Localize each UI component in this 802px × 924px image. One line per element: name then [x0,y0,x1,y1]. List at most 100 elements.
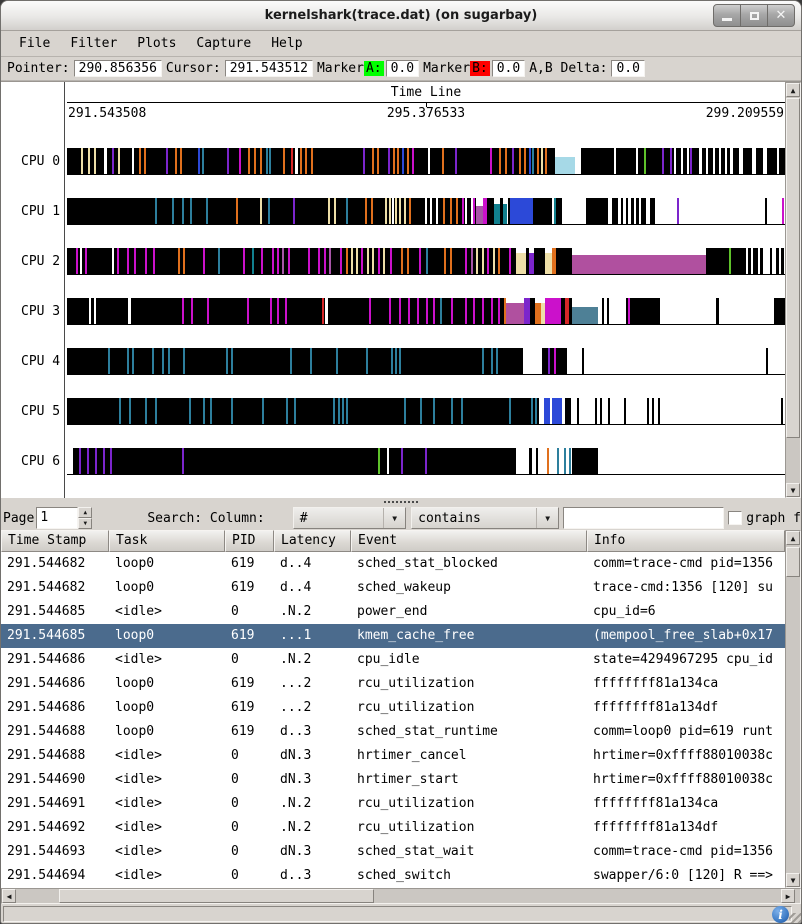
column-header-pid[interactable]: PID [225,530,274,552]
cpu-trace-row[interactable] [67,148,785,175]
maximize-button[interactable] [740,4,768,27]
trace-event-tick [449,198,452,224]
column-header-task[interactable]: Task [109,530,225,552]
cpu-trace-row[interactable] [67,398,785,425]
column-header-event[interactable]: Event [351,530,587,552]
scroll-up-arrow-icon[interactable]: ▲ [786,83,800,97]
cell-info: swapper/6:0 [120] R ==> [593,868,774,883]
table-row[interactable]: 291.544688 <idle> 0 dN.3 hrtimer_cancel hrtim… [1,744,785,768]
table-row[interactable]: 291.544692 <idle> 0 .N.2 rcu_utilization ffff… [1,816,785,840]
trace-gap [428,148,431,174]
trace-segment [781,248,784,274]
timeline-graph[interactable]: Time Line 295.376533 291.543508 299.2095… [67,82,785,498]
trace-gap [128,298,131,324]
trace-segment [529,253,534,274]
trace-gap [131,148,135,174]
operator-select[interactable]: contains ▼ [411,507,560,529]
trace-segment [624,398,627,424]
menu-filter[interactable]: Filter [70,36,118,51]
table-row[interactable]: 291.544682 loop0 619 d..4 sched_stat_blocked… [1,552,785,576]
table-row[interactable]: 291.544691 <idle> 0 .N.2 rcu_utilization ffff… [1,792,785,816]
table-row[interactable]: 291.544685 <idle> 0 .N.2 power_end cpu_id=6 [1,600,785,624]
column-header-latency[interactable]: Latency [274,530,351,552]
titlebar[interactable]: kernelshark(trace.dat) (on sugarbay) ✕ [1,1,801,31]
trace-segment [564,398,572,424]
scroll-right-arrow-icon[interactable]: ▶ [781,889,795,903]
table-row[interactable]: 291.544685 loop0 619 ...1 kmem_cache_free (me… [1,624,785,648]
column-header-info[interactable]: Info [587,530,785,552]
scroll-left-arrow-icon[interactable]: ◀ [2,889,16,903]
cpu-trace-row[interactable] [67,248,785,275]
table-row[interactable]: 291.544686 loop0 619 ...2 rcu_utilization fff… [1,696,785,720]
marker-a-badge[interactable]: A: [363,61,384,76]
trace-event-tick [628,298,631,324]
cpu-trace-row[interactable] [67,198,785,225]
table-row[interactable]: 291.544682 loop0 619 d..4 sched_wakeup trace-… [1,576,785,600]
close-icon: ✕ [775,8,787,23]
trace-segment [535,303,541,324]
graph-vscrollbar[interactable]: ▲ ▼ [785,82,801,498]
cell-ts: 291.544682 [7,580,86,595]
table-row[interactable]: 291.544690 <idle> 0 dN.3 hrtimer_start hrtime… [1,768,785,792]
trace-segment [67,198,477,224]
marker-b-badge[interactable]: B: [470,61,490,76]
menu-capture[interactable]: Capture [196,36,252,51]
trace-segment [525,248,530,274]
search-column-label: Search: Column: [147,510,265,526]
cpu-trace-row[interactable] [67,348,785,375]
table-vscroll-thumb[interactable] [786,547,800,577]
table-hscrollbar[interactable]: ◀ ▶ [1,888,801,904]
menu-help[interactable]: Help [271,36,303,51]
trace-event-tick [203,248,206,274]
trace-event-tick [382,248,385,274]
table-row[interactable]: 291.544694 <idle> 0 d..3 sched_switch swapper… [1,864,785,888]
graph-vscroll-thumb[interactable] [786,98,800,438]
trace-event-tick [454,148,457,174]
pane-splitter[interactable] [1,498,801,506]
minimize-button[interactable] [713,4,741,27]
close-button[interactable]: ✕ [767,4,795,27]
page-input[interactable]: 1 [36,507,79,529]
scroll-down-arrow-icon[interactable]: ▼ [786,483,800,497]
trace-segment [476,206,483,224]
info-icon[interactable]: i [772,906,789,923]
trace-event-tick [497,298,500,324]
cpu-label: CPU 2 [21,254,61,269]
column-select[interactable]: # ▼ [292,507,407,529]
table-row[interactable]: 291.544686 loop0 619 ...2 rcu_utilization fff… [1,672,785,696]
page-up-arrow-icon[interactable]: ▲ [78,507,93,518]
trace-event-tick [385,198,388,224]
cell-event: rcu_utilization [357,820,475,835]
table-row[interactable]: 291.544688 loop0 619 d..3 sched_stat_runtime… [1,720,785,744]
cell-pid: 0 [231,820,239,835]
trace-event-tick [282,248,285,274]
resize-grip[interactable] [789,913,801,923]
menu-file[interactable]: File [19,36,51,51]
cell-task: loop0 [115,556,155,571]
cell-lat: dN.3 [280,844,312,859]
trace-event-tick [111,148,114,174]
trace-event-tick [490,348,493,374]
trace-gap [79,248,83,274]
cpu-trace-row[interactable] [67,298,785,325]
trace-gap [745,248,748,274]
scroll-down-arrow-icon[interactable]: ▼ [786,873,800,887]
trace-segment [545,298,561,324]
trace-event-tick [138,148,141,174]
hscroll-thumb[interactable] [59,889,374,903]
column-header-timestamp[interactable]: Time Stamp [1,530,109,552]
window-title: kernelshark(trace.dat) (on sugarbay) [264,8,538,23]
page-down-arrow-icon[interactable]: ▼ [78,518,93,529]
menu-plots[interactable]: Plots [137,36,177,51]
scroll-up-arrow-icon[interactable]: ▲ [786,531,800,545]
cpu-trace-row[interactable] [67,448,785,475]
search-input[interactable] [563,507,725,529]
table-row[interactable]: 291.544686 <idle> 0 .N.2 cpu_idle state=42949… [1,648,785,672]
menubar: File Filter Plots Capture Help [1,31,801,57]
graph-follows-checkbox[interactable] [728,511,743,525]
trace-gap [614,148,617,174]
column-select-value: # [299,510,308,526]
table-vscrollbar[interactable]: ▲ ▼ [785,530,801,888]
trace-event-tick [230,348,233,374]
table-row[interactable]: 291.544693 <idle> 0 dN.3 sched_stat_wait comm… [1,840,785,864]
